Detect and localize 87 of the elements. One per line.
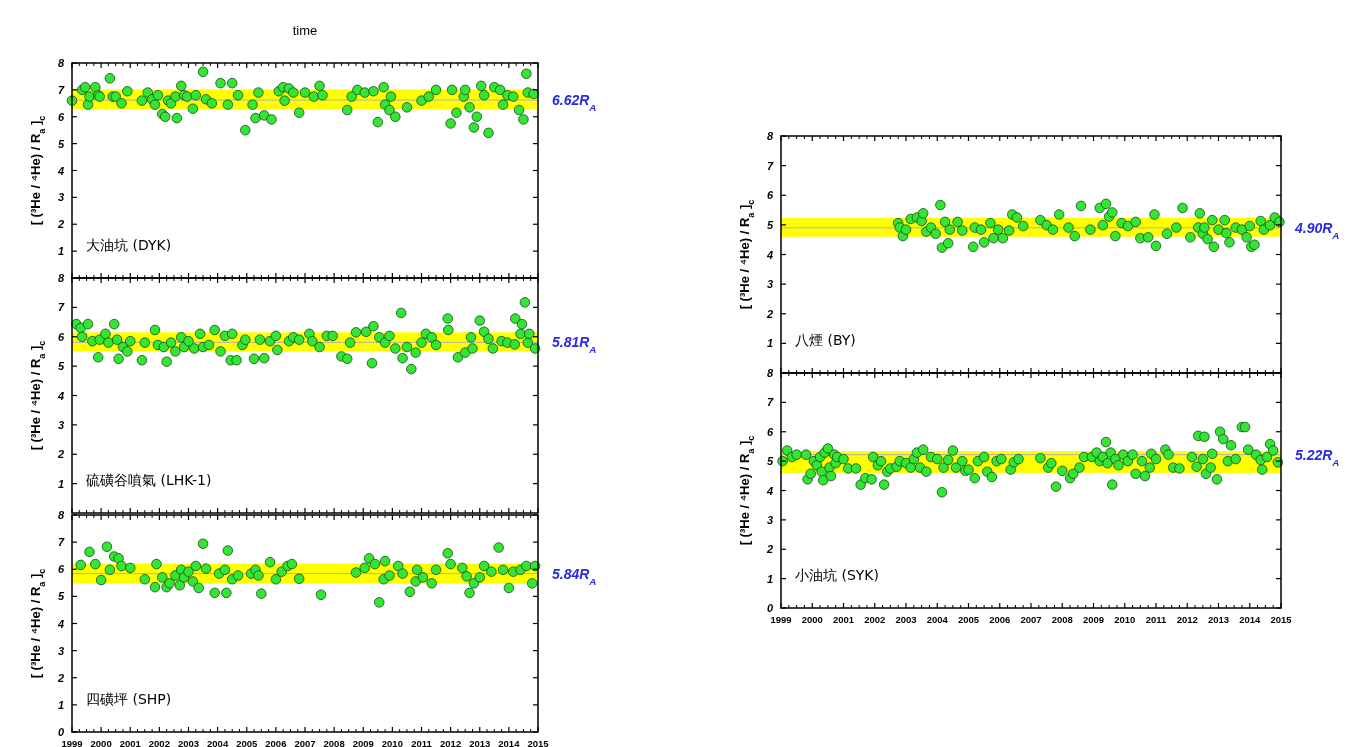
x-tick-label: 2001 [119, 738, 142, 747]
ref-line-label: 4.90R$_{A}$ [1294, 219, 1340, 241]
y-tick-label: 2 [765, 307, 773, 320]
y-tick-label: 3 [57, 191, 64, 204]
x-tick-label: 1999 [770, 614, 792, 625]
y-tick-label: 8 [766, 367, 774, 379]
x-tick-label: 2013 [1207, 614, 1230, 625]
annotation: 八煙 (BY) [795, 332, 856, 348]
x-tick-label: 2012 [1176, 614, 1198, 625]
y-tick-label: 3 [766, 278, 773, 291]
y-tick-label: 6 [766, 189, 774, 202]
y-tick-label: 4 [56, 164, 64, 177]
y-tick-label: 8 [57, 57, 65, 69]
ref-line-label: 5.81R$_{A}$ [552, 334, 597, 355]
x-tick-label: 2007 [1020, 614, 1042, 625]
y-tick-label: 1 [57, 477, 64, 490]
y-tick-label: 6 [57, 330, 65, 343]
ref-line-label: 5.84R$_{A}$ [552, 565, 597, 587]
x-tick-label: 2000 [90, 738, 112, 747]
y-tick-label: 7 [766, 396, 774, 409]
annotation: 硫磺谷噴氣 (LHK-1) [86, 472, 212, 488]
x-tick-label: 2015 [527, 738, 550, 747]
y-tick-label: 2 [765, 543, 773, 556]
ref-line-label: 5.22R$_{A}$ [1295, 446, 1340, 468]
y-tick-label: 6 [57, 563, 65, 576]
x-tick-label: 2012 [440, 738, 462, 747]
x-tick-label: 2002 [864, 614, 886, 625]
y-tick-label: 0 [57, 726, 65, 738]
x-tick-label: 2005 [957, 614, 980, 625]
y-tick-label: 1 [766, 337, 773, 350]
x-tick-label: 2006 [989, 614, 1011, 625]
annotation: 大油坑 (DYK) [86, 237, 172, 253]
y-tick-label: 8 [57, 509, 65, 521]
x-tick-label: 2006 [265, 738, 287, 747]
y-tick-label: 5 [766, 218, 774, 231]
y-tick-label: 1 [57, 698, 64, 711]
y-tick-label: 7 [57, 536, 65, 549]
y-tick-label: 4 [765, 484, 773, 497]
x-tick-label: 2004 [926, 614, 949, 625]
y-tick-label: 5 [57, 360, 65, 373]
y-tick-label: 3 [57, 644, 64, 657]
x-tick-label: 2013 [469, 738, 491, 747]
x-tick-label: 2002 [148, 738, 170, 747]
x-tick-label: 2001 [832, 614, 855, 625]
y-tick-label: 8 [766, 130, 774, 142]
y-tick-label: 3 [57, 418, 64, 431]
x-tick-label: 2004 [207, 738, 229, 747]
x-tick-label: 2005 [236, 738, 259, 747]
y-tick-label: 8 [57, 272, 65, 284]
x-tick-label: 2015 [1270, 614, 1293, 625]
y-tick-label: 4 [56, 389, 64, 402]
x-tick-label: 2014 [498, 738, 521, 747]
y-tick-label: 5 [57, 590, 65, 603]
y-tick-label: 4 [765, 248, 773, 261]
y-tick-label: 7 [766, 159, 774, 172]
x-tick-label: 2003 [895, 614, 917, 625]
x-tick-label: 2010 [1114, 614, 1136, 625]
x-tick-label: 2008 [1051, 614, 1073, 625]
x-tick-label: 2009 [1082, 614, 1105, 625]
y-tick-label: 1 [766, 572, 773, 585]
x-tick-label: 2007 [294, 738, 316, 747]
x-tick-label: 1999 [61, 738, 83, 747]
y-tick-label: 0 [766, 602, 774, 614]
y-tick-label: 6 [766, 425, 774, 438]
y-tick-label: 5 [57, 137, 65, 150]
x-tick-label: 2009 [352, 738, 374, 747]
y-tick-label: 2 [56, 671, 64, 684]
x-tick-label: 2011 [1145, 614, 1168, 625]
x-tick-label: 2011 [411, 738, 433, 747]
chart-title: time [292, 23, 318, 38]
x-tick-label: 2000 [801, 614, 823, 625]
y-tick-label: 2 [56, 218, 64, 231]
x-tick-label: 2008 [323, 738, 345, 747]
y-tick-label: 1 [57, 245, 64, 258]
y-tick-label: 6 [57, 110, 65, 123]
y-tick-label: 2 [56, 448, 64, 461]
annotation: 四磺坪 (SHP) [86, 691, 172, 707]
y-tick-label: 5 [766, 455, 774, 468]
y-tick-label: 7 [57, 301, 65, 314]
x-tick-label: 2014 [1239, 614, 1262, 625]
y-tick-label: 4 [56, 617, 64, 630]
x-tick-label: 2010 [381, 738, 403, 747]
y-tick-label: 7 [57, 83, 65, 96]
y-tick-label: 3 [766, 513, 773, 526]
x-tick-label: 2003 [177, 738, 200, 747]
ref-line-label: 6.62R$_{A}$ [552, 92, 597, 113]
annotation: 小油坑 (SYK) [795, 567, 879, 583]
